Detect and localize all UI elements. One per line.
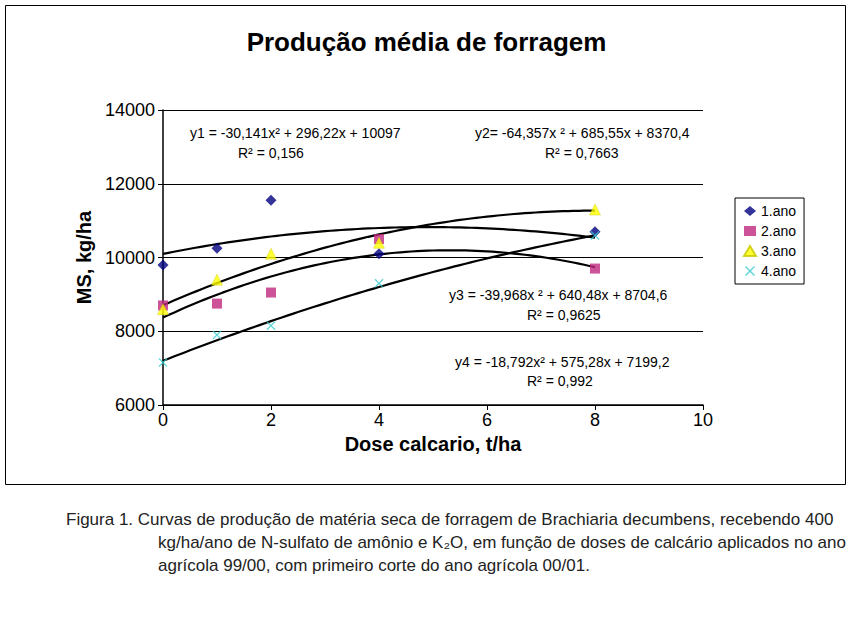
html-text:Figura 1. Curvas de produção d: Figura 1. Curvas de produção de matéria … xyxy=(66,510,846,575)
svg-text:y4 = -18,792x² + 575,28x + 719: y4 = -18,792x² + 575,28x + 7199,2 xyxy=(455,354,670,370)
svg-text:2: 2 xyxy=(266,410,276,430)
svg-text:Produção média de forragem: Produção média de forragem xyxy=(247,27,607,57)
svg-text:12000: 12000 xyxy=(105,174,155,194)
svg-text:4.ano: 4.ano xyxy=(761,263,796,279)
svg-text:Dose calcario, t/ha: Dose calcario, t/ha xyxy=(345,433,523,455)
svg-text:10000: 10000 xyxy=(105,248,155,268)
svg-text:4: 4 xyxy=(374,410,384,430)
svg-text:8000: 8000 xyxy=(115,321,155,341)
svg-text:y2= -64,357x ² + 685,55x + 837: y2= -64,357x ² + 685,55x + 8370,4 xyxy=(475,125,690,141)
svg-text:2.ano: 2.ano xyxy=(761,223,796,239)
svg-text:0: 0 xyxy=(158,410,168,430)
svg-text:R² = 0,9625: R² = 0,9625 xyxy=(527,307,601,323)
svg-text:1.ano: 1.ano xyxy=(761,203,796,219)
svg-text:R² = 0,156: R² = 0,156 xyxy=(238,145,304,161)
svg-text:6000: 6000 xyxy=(115,395,155,415)
svg-text:8: 8 xyxy=(590,410,600,430)
svg-text:14000: 14000 xyxy=(105,100,155,120)
svg-text:R² = 0,7663: R² = 0,7663 xyxy=(545,145,619,161)
svg-text:10: 10 xyxy=(693,410,713,430)
svg-text:6: 6 xyxy=(482,410,492,430)
svg-text:R² = 0,992: R² = 0,992 xyxy=(527,373,593,389)
svg-text:y3 = -39,968x ² + 640,48x + 87: y3 = -39,968x ² + 640,48x + 8704,6 xyxy=(449,287,668,303)
svg-text:y1 = -30,141x² + 296,22x + 100: y1 = -30,141x² + 296,22x + 10097 xyxy=(190,125,401,141)
svg-text:MS, kg/ha: MS, kg/ha xyxy=(73,210,95,304)
svg-text:3.ano: 3.ano xyxy=(761,243,796,259)
